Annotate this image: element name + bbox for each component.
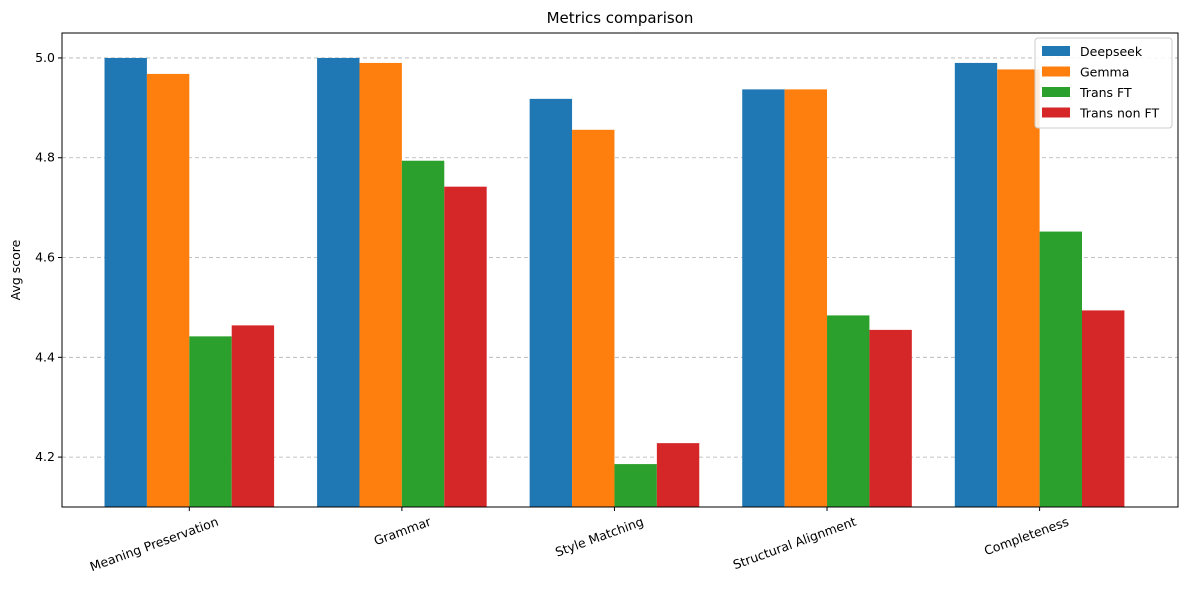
bar-trans-non-ft [1082, 310, 1125, 507]
legend-swatch [1042, 87, 1070, 97]
x-tick-label: Structural Alignment [731, 514, 858, 573]
bar-trans-non-ft [444, 186, 487, 508]
y-axis: 4.2 4.4 4.6 4.8 5.0 [35, 50, 62, 464]
legend-swatch [1042, 107, 1070, 118]
y-axis-label: Avg score [8, 239, 23, 300]
bar-trans-ft [827, 315, 870, 507]
legend-swatch [1042, 46, 1070, 56]
bar-deepseek [529, 98, 573, 507]
bar-gemma [997, 69, 1040, 507]
bar-deepseek [954, 62, 998, 508]
x-axis: Meaning Preservation Grammar Style Matchin… [88, 507, 1071, 574]
bar-trans-ft [1039, 231, 1082, 507]
bar-gemma [146, 73, 190, 507]
legend-label: Trans FT [1079, 85, 1132, 100]
bar-gemma [359, 62, 402, 508]
bar-trans-non-ft [656, 443, 700, 507]
legend-label: Trans non FT [1079, 106, 1159, 121]
bar-deepseek [104, 57, 147, 508]
bar-deepseek [742, 89, 785, 508]
x-tick-label: Style Matching [553, 514, 645, 560]
legend-label: Deepseek [1080, 44, 1143, 59]
x-tick-label: Meaning Preservation [88, 514, 221, 574]
y-tick-label: 4.8 [35, 150, 55, 165]
bar-trans-ft [189, 336, 232, 507]
legend-swatch [1042, 66, 1070, 77]
y-tick-label: 4.2 [35, 449, 55, 464]
bar-trans-non-ft [231, 325, 275, 507]
legend-box [1034, 37, 1173, 129]
bar-trans-ft [401, 160, 445, 507]
chart-title: Metrics comparison [547, 9, 694, 27]
y-tick-label: 4.6 [35, 250, 55, 265]
bar-trans-non-ft [869, 329, 912, 507]
bar-deepseek [317, 57, 360, 508]
y-tick-label: 4.4 [35, 349, 55, 364]
legend-label: Gemma [1080, 65, 1129, 80]
x-tick-label: Completeness [982, 514, 1071, 558]
x-tick-label: Grammar [372, 513, 434, 548]
bar-gemma [572, 129, 615, 508]
bars [104, 57, 1125, 508]
bar-gemma [784, 89, 828, 508]
y-tick-label: 5.0 [35, 50, 55, 65]
bar-trans-ft [614, 464, 657, 507]
plot-frame [61, 32, 1179, 508]
legend: Deepseek Gemma Trans FT Trans non FT [1034, 37, 1173, 129]
